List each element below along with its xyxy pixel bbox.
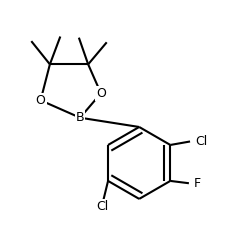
Text: O: O — [96, 87, 105, 100]
Text: B: B — [75, 111, 84, 124]
Text: Cl: Cl — [96, 200, 108, 213]
Text: F: F — [193, 177, 200, 190]
Text: O: O — [36, 94, 45, 107]
Text: Cl: Cl — [194, 135, 207, 148]
